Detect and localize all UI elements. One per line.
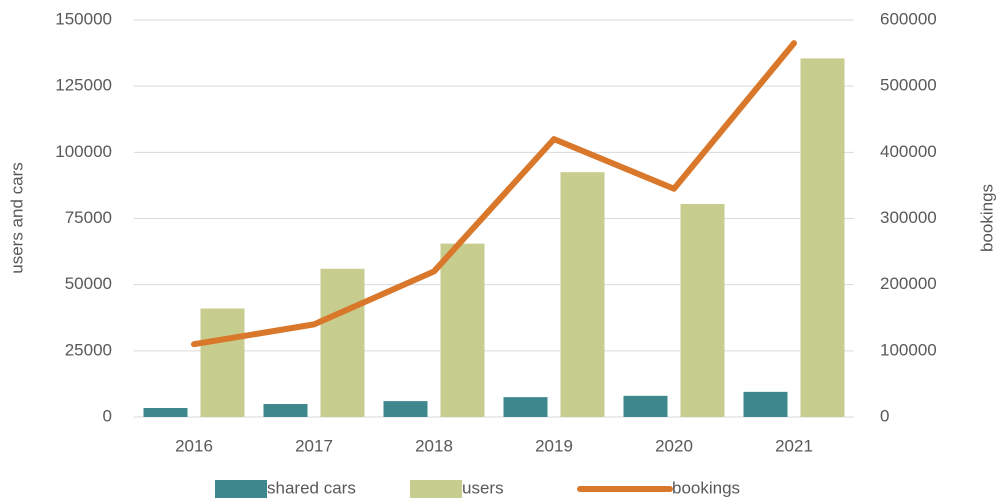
- y-tick-label: 50000: [65, 274, 112, 293]
- y2-tick-label: 400000: [880, 142, 937, 161]
- y2-tick-label: 500000: [880, 76, 937, 95]
- bar: [320, 268, 365, 417]
- legend-label: users: [462, 478, 504, 497]
- y2-tick-label: 200000: [880, 274, 937, 293]
- y-tick-label: 125000: [55, 76, 112, 95]
- bar: [143, 408, 188, 417]
- x-tick-label: 2016: [175, 436, 213, 455]
- y-axis-label: users and cars: [7, 162, 26, 274]
- legend-label: shared cars: [267, 478, 356, 497]
- x-tick-label: 2021: [775, 436, 813, 455]
- bar: [383, 401, 428, 417]
- y2-tick-label: 100000: [880, 340, 937, 359]
- bar: [560, 172, 605, 417]
- y-tick-label: 25000: [65, 340, 112, 359]
- y2-tick-label: 600000: [880, 9, 937, 28]
- y-tick-label: 100000: [55, 142, 112, 161]
- legend-label: bookings: [672, 478, 740, 497]
- legend-swatch: [410, 480, 462, 498]
- y2-tick-label: 0: [880, 406, 889, 425]
- bar: [680, 203, 725, 417]
- y2-axis-label: bookings: [977, 184, 996, 252]
- bar: [743, 391, 788, 417]
- legend-swatch: [215, 480, 267, 498]
- bar: [200, 308, 245, 417]
- y2-tick-label: 300000: [880, 208, 937, 227]
- bar: [623, 395, 668, 417]
- y-tick-label: 150000: [55, 9, 112, 28]
- line: [191, 40, 797, 348]
- y-tick-label: 75000: [65, 208, 112, 227]
- x-tick-label: 2018: [415, 436, 453, 455]
- bar: [800, 58, 845, 417]
- x-tick-label: 2019: [535, 436, 573, 455]
- x-tick-label: 2017: [295, 436, 333, 455]
- y-tick-label: 0: [103, 406, 112, 425]
- x-tick-label: 2020: [655, 436, 693, 455]
- bar: [263, 404, 308, 417]
- bar: [440, 243, 485, 417]
- bar: [503, 397, 548, 417]
